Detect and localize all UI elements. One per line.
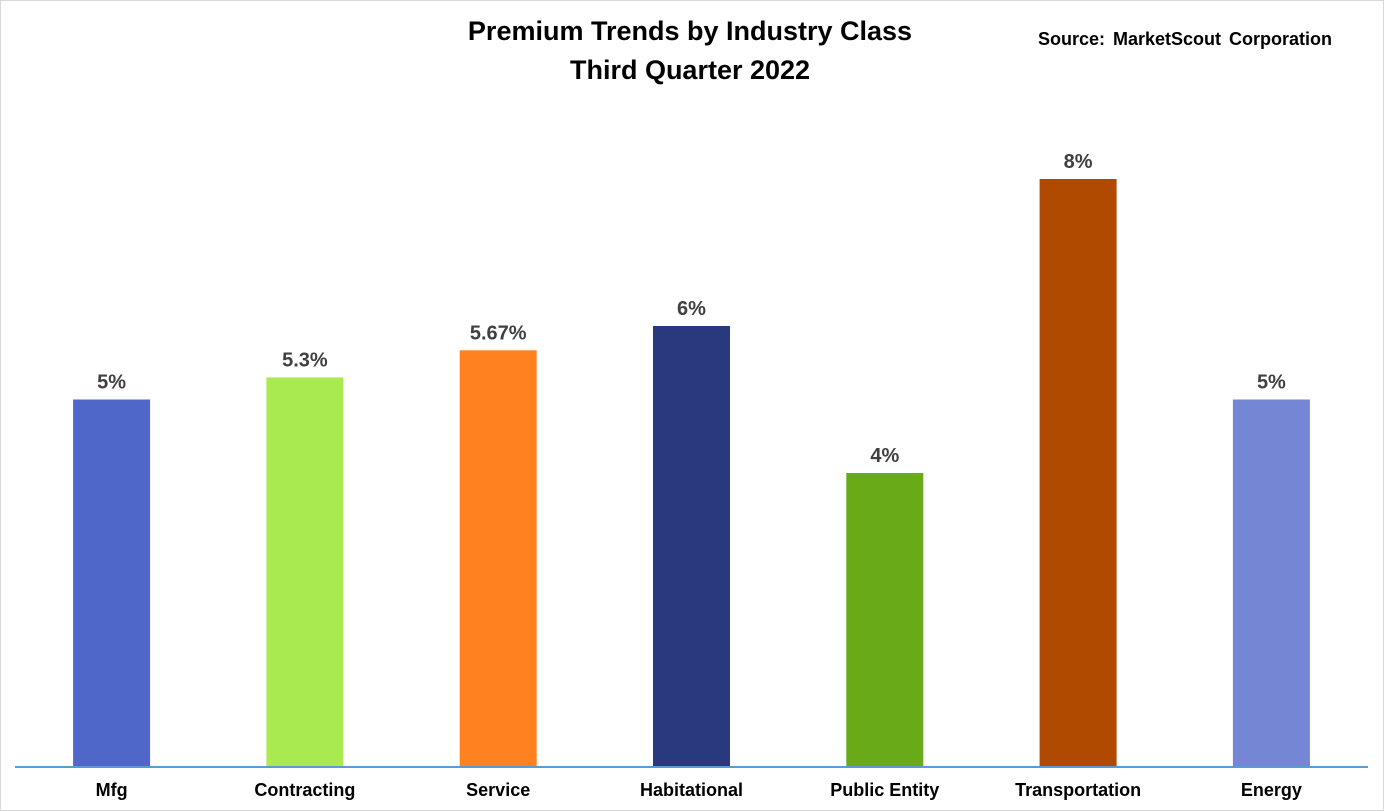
- x-tick-label: Contracting: [254, 780, 355, 800]
- x-tick-label: Energy: [1241, 780, 1302, 800]
- x-tick-label: Public Entity: [830, 780, 939, 800]
- x-tick-label: Transportation: [1015, 780, 1141, 800]
- data-label: 6%: [677, 298, 706, 320]
- data-label: 5.3%: [282, 349, 328, 371]
- data-label: 5%: [1257, 372, 1286, 394]
- bar-contracting: [266, 377, 344, 767]
- x-tick-label: Mfg: [96, 780, 128, 800]
- x-tick-label: Service: [466, 780, 530, 800]
- data-label: 5.67%: [470, 322, 527, 344]
- data-label: 8%: [1064, 151, 1093, 173]
- bar-habitational: [653, 326, 730, 767]
- bar-service: [459, 350, 537, 767]
- chart-source: Source: MarketScout Corporation: [1037, 29, 1332, 49]
- bar-transportation: [1039, 179, 1117, 767]
- bar-energy: [1232, 399, 1310, 767]
- chart-title: Premium Trends by Industry Class: [467, 16, 913, 46]
- chart-subtitle: Third Quarter 2022: [569, 55, 811, 85]
- bar-public-entity: [846, 473, 924, 767]
- bar-mfg: [73, 399, 151, 767]
- data-label: 4%: [870, 445, 899, 467]
- data-label: 5%: [97, 372, 126, 394]
- x-tick-label: Habitational: [640, 780, 743, 800]
